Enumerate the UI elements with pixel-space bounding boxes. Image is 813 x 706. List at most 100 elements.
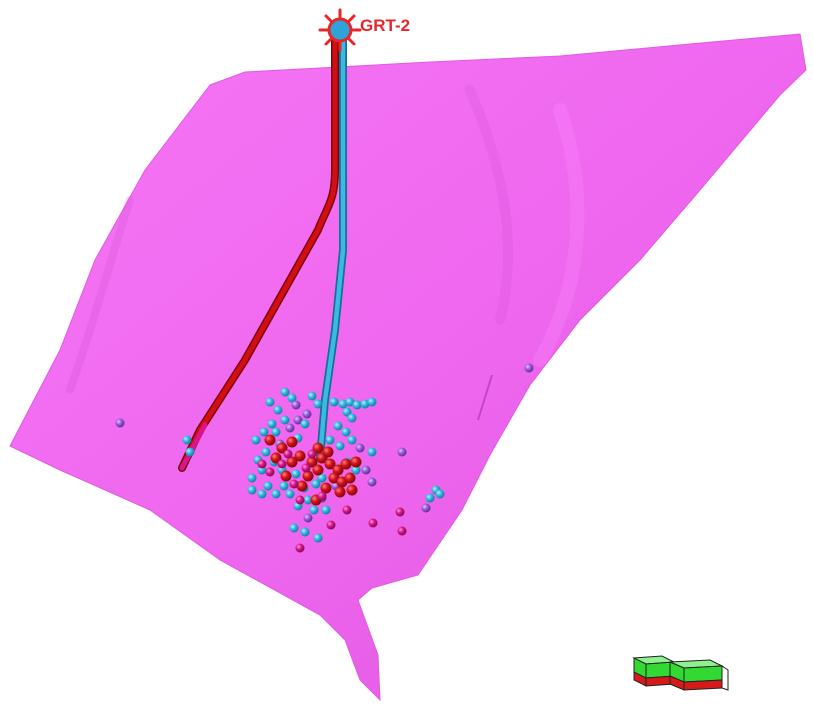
- event-sphere: [247, 473, 257, 483]
- event-sphere: [313, 399, 323, 409]
- event-sphere: [324, 458, 336, 470]
- event-sphere: [257, 489, 267, 499]
- event-sphere: [185, 447, 195, 457]
- event-sphere: [271, 489, 281, 499]
- event-sphere: [397, 447, 407, 457]
- event-sphere: [317, 473, 327, 483]
- event-sphere: [397, 526, 407, 536]
- event-sphere: [280, 387, 290, 397]
- event-sphere: [368, 518, 378, 528]
- event-sphere: [322, 446, 334, 458]
- well-track-red-highlight: [179, 27, 338, 471]
- event-sphere: [265, 467, 275, 477]
- event-sphere: [367, 447, 377, 457]
- event-sphere: [285, 489, 295, 499]
- event-sphere: [342, 407, 352, 417]
- event-sphere: [270, 452, 282, 464]
- event-sphere: [355, 443, 365, 453]
- event-sphere: [307, 449, 317, 459]
- event-sphere: [273, 405, 283, 415]
- event-sphere: [276, 442, 288, 454]
- event-sphere: [313, 533, 323, 543]
- event-sphere: [293, 415, 303, 425]
- event-sphere: [280, 415, 290, 425]
- event-sphere: [335, 441, 345, 451]
- event-sphere: [524, 363, 534, 373]
- event-sphere: [302, 470, 314, 482]
- event-sphere: [352, 400, 362, 410]
- event-sphere: [115, 418, 125, 428]
- event-sphere: [283, 449, 293, 459]
- event-sphere: [251, 435, 261, 445]
- event-sphere: [295, 543, 305, 553]
- event-sphere: [277, 459, 287, 469]
- event-sphere: [333, 421, 343, 431]
- event-sphere: [421, 503, 431, 513]
- event-cloud: [115, 363, 534, 553]
- event-sphere: [259, 427, 269, 437]
- event-sphere: [300, 527, 310, 537]
- event-sphere: [289, 479, 299, 489]
- event-sphere: [360, 399, 370, 409]
- surface-ridge: [533, 103, 585, 367]
- event-sphere: [182, 435, 192, 445]
- event-sphere: [347, 435, 357, 445]
- surface-crease: [477, 374, 493, 421]
- event-sphere: [257, 459, 267, 469]
- event-sphere: [294, 450, 306, 462]
- event-sphere: [247, 485, 257, 495]
- event-sphere: [425, 493, 435, 503]
- event-sphere: [351, 465, 361, 475]
- surface-ridge: [66, 196, 134, 394]
- event-sphere: [338, 399, 348, 409]
- event-sphere: [334, 486, 346, 498]
- event-sphere: [291, 400, 301, 410]
- event-sphere: [312, 464, 324, 476]
- event-sphere: [341, 427, 351, 437]
- event-sphere: [347, 413, 357, 423]
- event-sphere: [280, 470, 292, 482]
- event-sphere: [321, 505, 331, 515]
- event-sphere: [303, 495, 313, 505]
- event-sphere: [342, 505, 352, 515]
- event-sphere: [345, 397, 355, 407]
- orientation-cube-icon[interactable]: [632, 655, 729, 691]
- event-sphere: [295, 495, 305, 505]
- fault-surface-shape: [9, 33, 807, 702]
- event-sphere: [435, 489, 445, 499]
- event-sphere: [303, 513, 313, 523]
- event-sphere: [367, 397, 377, 407]
- event-sphere: [309, 505, 319, 515]
- event-sphere: [329, 397, 339, 407]
- event-sphere: [287, 393, 297, 403]
- event-sphere: [350, 456, 362, 468]
- event-sphere: [326, 520, 336, 530]
- event-sphere: [291, 469, 301, 479]
- event-sphere: [346, 484, 358, 496]
- event-sphere: [264, 434, 276, 446]
- well-name-label: GRT-2: [360, 16, 410, 35]
- event-sphere: [286, 456, 298, 468]
- event-sphere: [286, 436, 298, 448]
- event-sphere: [261, 447, 271, 457]
- event-sphere: [367, 477, 377, 487]
- well-head[interactable]: GRT-2: [318, 8, 410, 52]
- event-sphere: [307, 391, 317, 401]
- event-sphere: [344, 472, 356, 484]
- event-sphere: [311, 479, 321, 489]
- event-sphere: [325, 435, 335, 445]
- event-sphere: [306, 456, 318, 468]
- well-tracks: [178, 26, 347, 472]
- event-sphere: [267, 419, 277, 429]
- well-head-sun-icon: [318, 8, 362, 52]
- event-sphere: [279, 481, 289, 491]
- event-sphere: [296, 480, 308, 492]
- event-sphere: [271, 427, 281, 437]
- well-track-blue-highlight: [317, 27, 346, 461]
- event-sphere: [301, 463, 311, 473]
- event-sphere: [320, 482, 332, 494]
- fault-surface: [9, 33, 807, 702]
- event-sphere: [340, 458, 352, 470]
- event-sphere: [289, 523, 299, 533]
